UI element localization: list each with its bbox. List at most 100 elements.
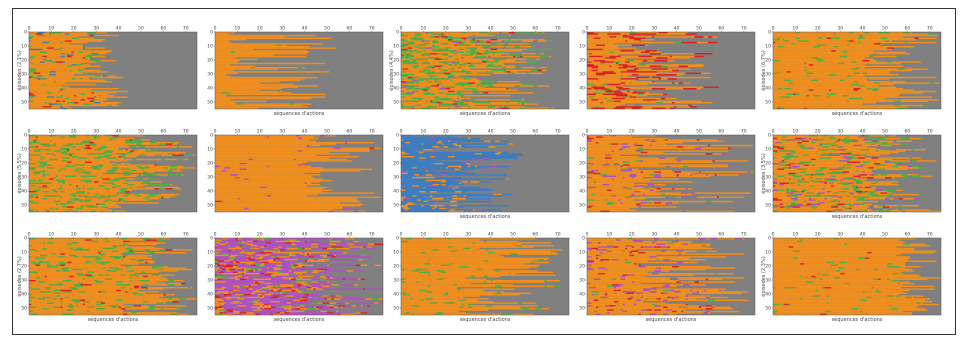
cell [434,95,449,97]
cell [37,146,47,148]
cell [546,48,554,51]
cell [867,78,870,80]
cell [60,205,68,207]
cell [900,99,906,101]
cell [297,67,303,69]
cell [916,104,919,107]
cell [29,100,34,103]
cell [454,44,458,47]
cell [228,92,233,94]
cell [58,170,61,172]
cell [591,50,597,52]
cell [474,65,487,68]
cell [840,90,850,93]
cell [521,53,536,55]
cell [275,68,278,70]
cell [793,67,798,69]
cell [613,103,621,105]
cell [607,85,610,87]
cell [123,198,130,200]
cell [454,61,460,63]
cell [439,88,446,90]
cell [457,53,471,55]
cell [87,171,92,173]
cell [295,86,298,89]
cell [813,47,818,49]
cell [427,83,437,86]
cell [412,107,415,110]
cell [107,146,121,148]
cell [80,102,83,104]
cell [506,54,509,56]
cell [817,39,830,41]
cell [880,86,892,89]
cell [622,40,626,42]
cell [107,50,112,52]
cell [434,50,442,52]
cell [35,203,50,206]
cell [414,43,424,45]
cell [98,95,101,97]
cell [811,104,816,107]
cell [678,86,684,89]
cell [470,46,482,48]
cell [858,34,863,37]
cell [501,32,509,34]
cell [228,64,231,66]
cell [29,76,32,79]
cell [29,161,39,164]
cell [89,39,95,41]
cell [900,89,910,91]
cell [55,74,70,76]
cell [46,163,61,165]
cell [593,96,599,98]
cell [403,102,406,104]
cell [813,89,818,91]
cell [73,165,88,168]
cell [33,200,47,203]
cell [643,36,646,38]
cell [71,156,79,158]
cell [120,185,128,187]
cell [495,103,505,105]
cell [29,90,39,93]
cell [430,36,433,38]
cell [643,82,650,84]
cell [93,96,97,98]
cell [91,161,99,164]
cell [707,36,713,38]
cell [87,103,92,105]
cell [432,67,435,69]
cell [604,34,612,37]
cell [67,156,72,158]
cell [49,103,52,105]
cell [591,54,599,56]
cell [46,37,56,40]
cell [53,150,61,152]
cell [98,174,106,176]
cell [893,51,903,54]
cell [620,69,628,72]
cell [618,41,621,44]
cell [918,100,921,103]
y-tick-label: 0 [768,30,771,36]
cell [616,93,626,96]
cell [53,72,65,75]
cell [806,75,809,77]
cell [905,41,908,44]
cell [125,96,128,98]
cell [40,172,47,175]
cell [651,106,655,108]
cell [593,97,597,100]
cell [640,69,646,72]
cell [804,36,816,38]
cell [31,103,36,105]
cell [217,60,231,62]
cell [71,69,79,72]
cell [53,76,61,79]
cell [107,195,110,197]
cell [85,170,92,172]
cell [217,39,229,41]
cell [96,60,101,62]
cell [773,93,783,96]
